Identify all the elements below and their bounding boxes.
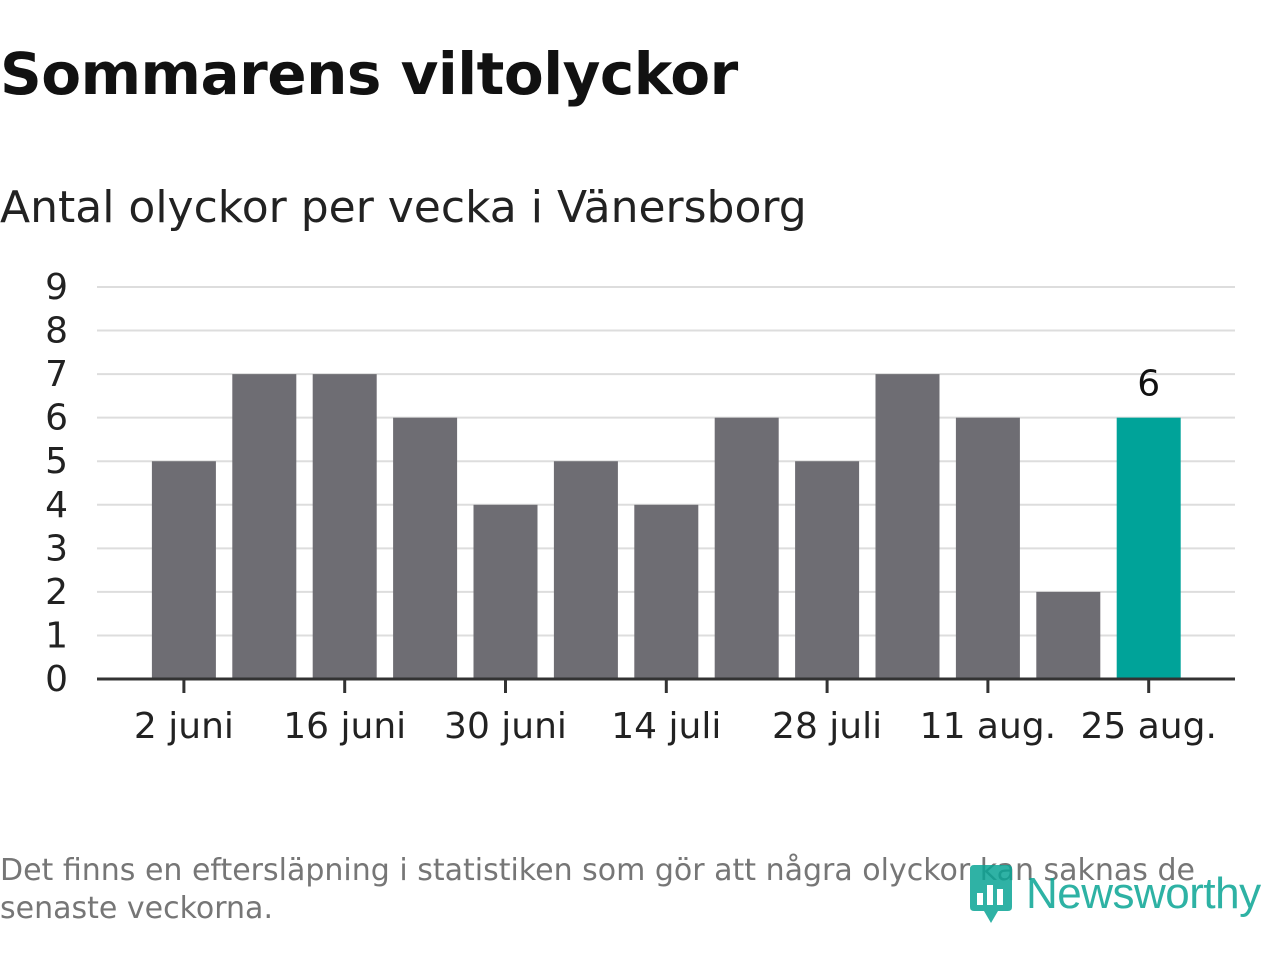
y-tick-label: 7 (45, 354, 68, 395)
x-tick-label: 28 juli (772, 706, 882, 747)
bar (634, 504, 699, 679)
y-tick-label: 2 (45, 572, 68, 613)
bar (955, 417, 1020, 679)
x-tick-label: 30 juni (444, 706, 567, 747)
logo-text: Newsworthy (1026, 869, 1261, 918)
y-tick-label: 9 (45, 267, 68, 308)
x-tick-label: 2 juni (134, 706, 234, 747)
y-tick-label: 8 (45, 311, 68, 352)
bar (1036, 591, 1101, 679)
bar (232, 374, 297, 679)
bar (151, 461, 216, 679)
y-tick-label: 3 (45, 528, 68, 569)
bar (393, 417, 458, 679)
bar (553, 461, 618, 679)
newsworthy-logo: Newsworthy (966, 862, 1261, 926)
bar (473, 504, 538, 679)
y-tick-label: 5 (45, 441, 68, 482)
y-tick-label: 6 (45, 398, 68, 439)
data-labels: 6 (1137, 364, 1160, 405)
newsworthy-logo-icon (970, 865, 1012, 923)
bars (151, 374, 1181, 679)
bar (875, 374, 940, 679)
bar (312, 374, 377, 679)
x-tick-label: 11 aug. (920, 706, 1056, 747)
data-label: 6 (1137, 364, 1160, 405)
x-tick-label: 16 juni (283, 706, 406, 747)
y-tick-label: 0 (45, 659, 68, 700)
bar-highlighted (1116, 417, 1181, 679)
x-tick-label: 25 aug. (1080, 706, 1216, 747)
bar (795, 461, 860, 679)
bar (714, 417, 779, 679)
x-axis-ticks: 2 juni 16 juni 30 juni 14 juli 28 juli 11 aug… (134, 679, 1217, 747)
y-tick-label: 4 (45, 485, 68, 526)
chart-subtitle: Antal olyckor per vecka i Vänersborg (0, 182, 807, 233)
chart-title: Sommarens viltolyckor (0, 40, 738, 108)
y-tick-label: 1 (45, 615, 68, 656)
x-tick-label: 14 juli (611, 706, 721, 747)
